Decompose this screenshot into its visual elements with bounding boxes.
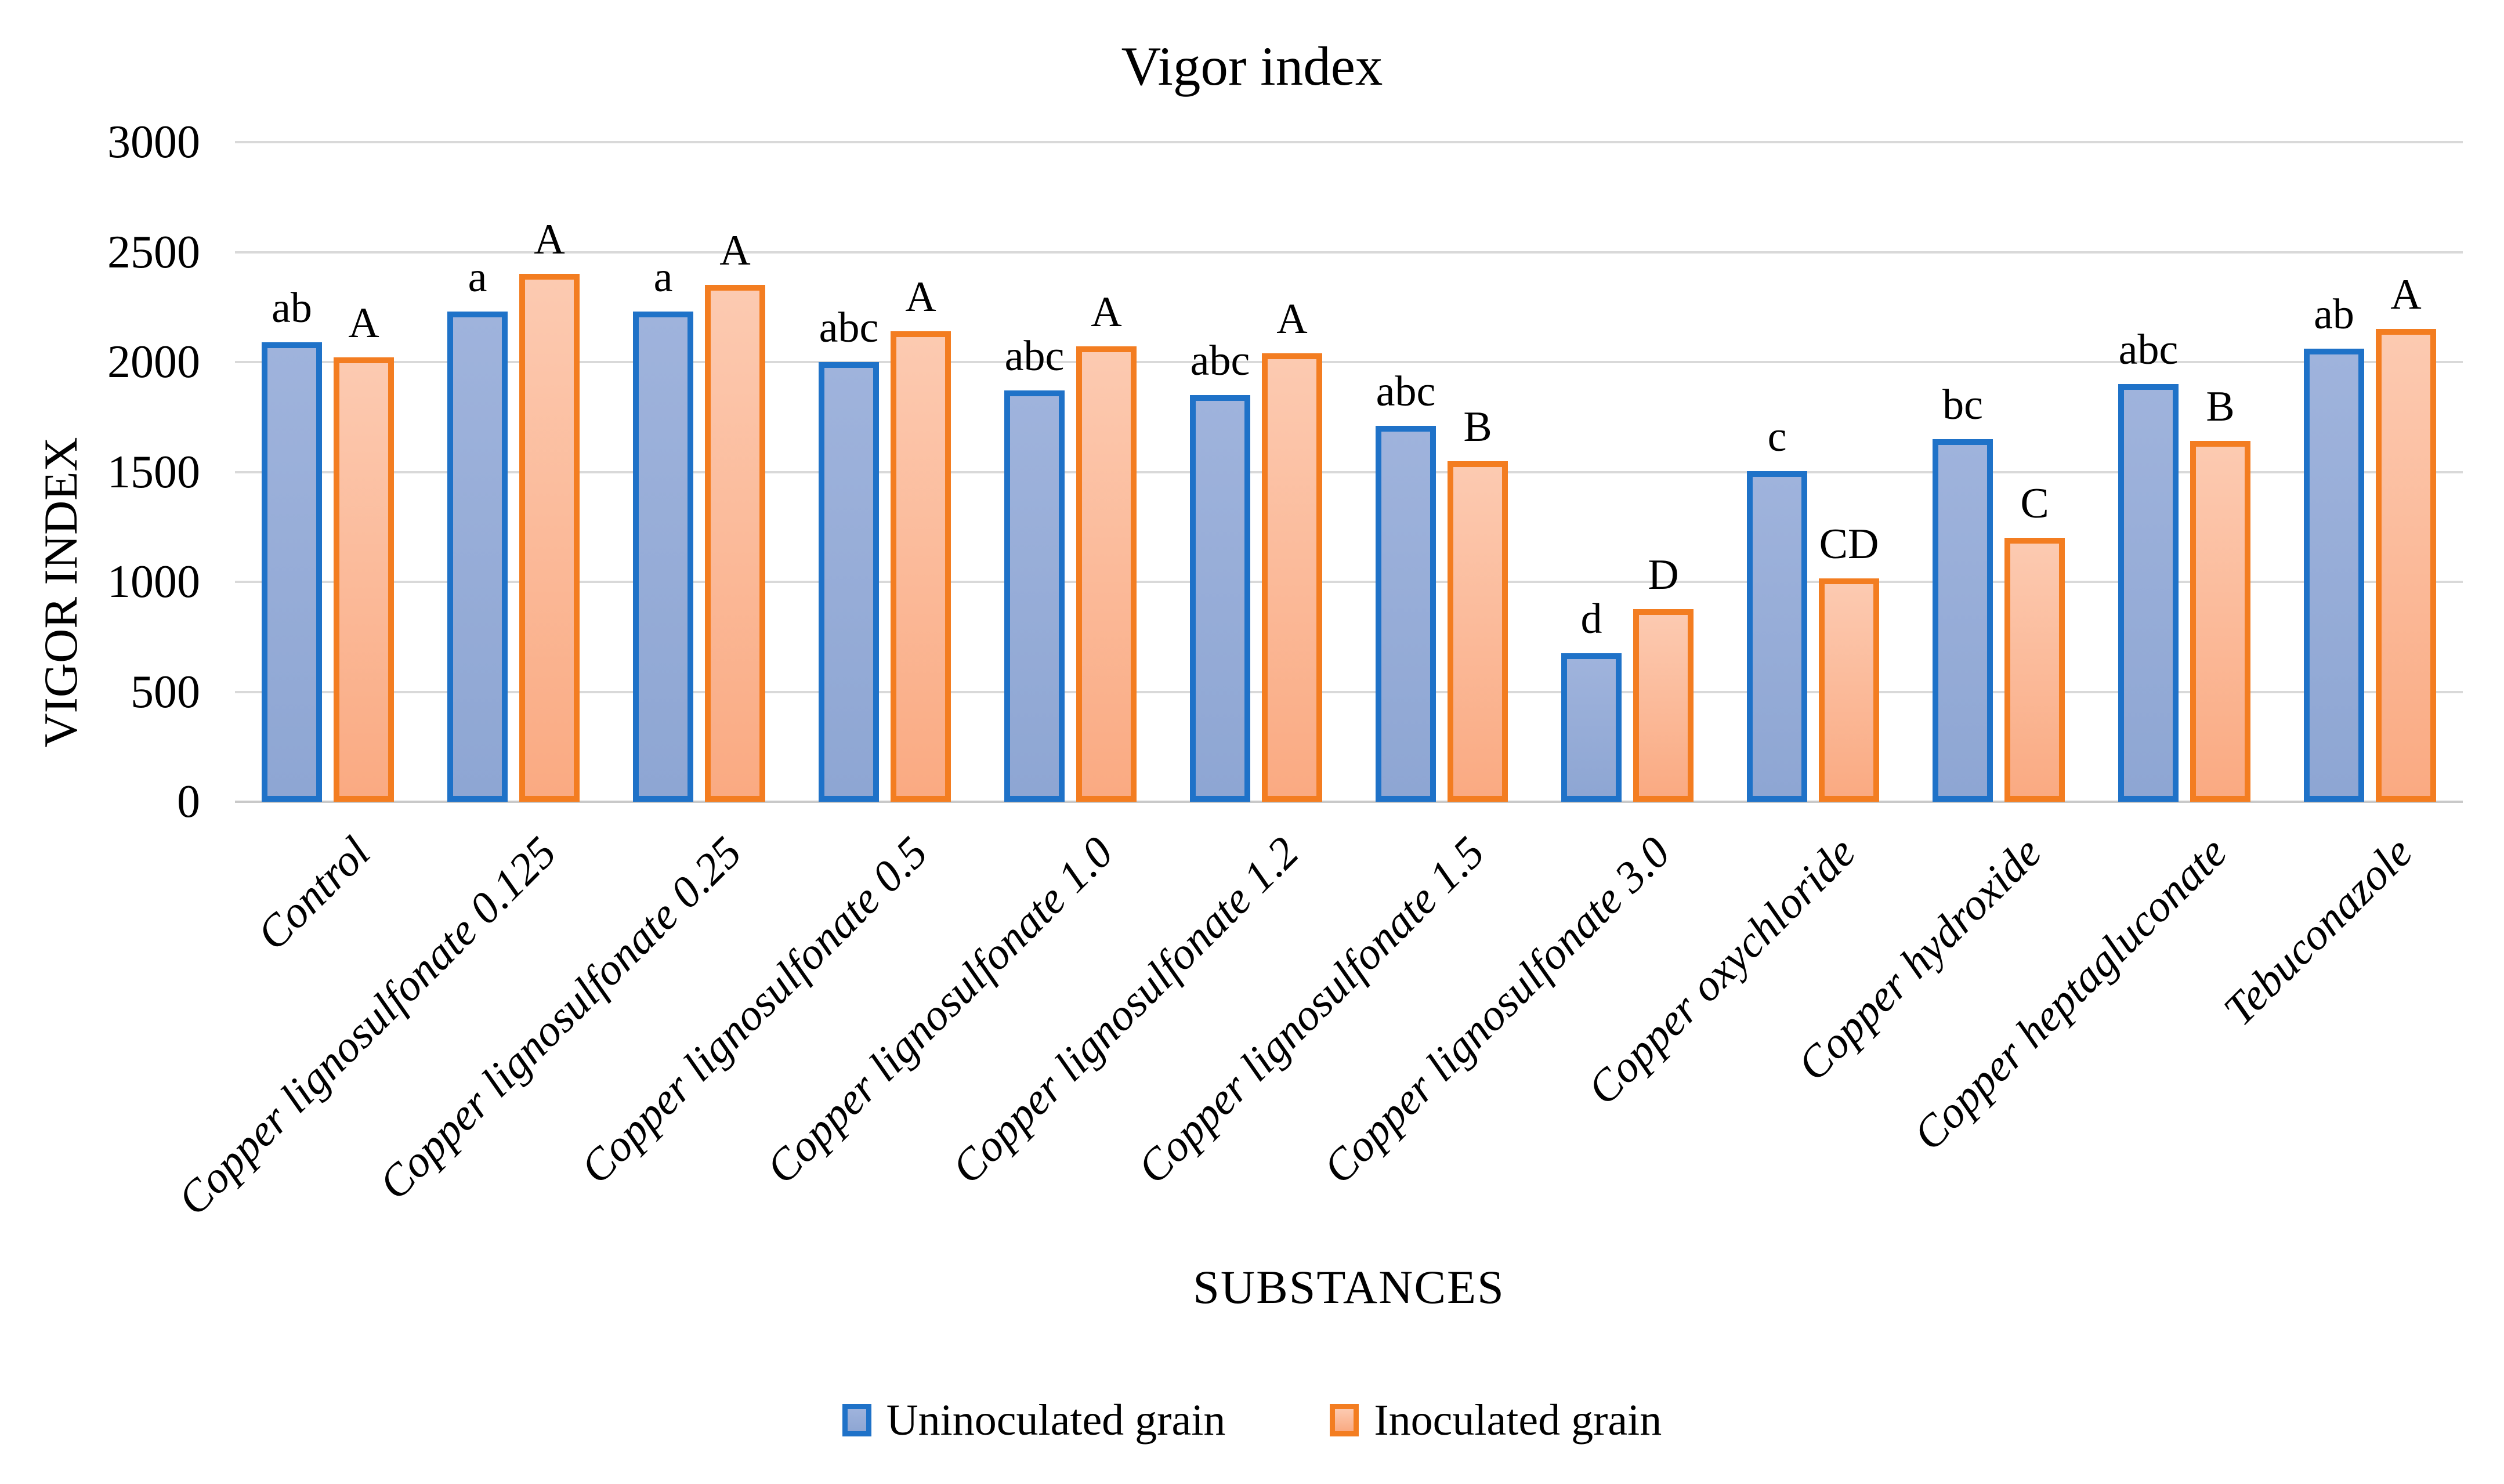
bar-uninoculated-grain-copper-heptagluconate [2118,383,2179,802]
bar-uninoculated-grain-copper-lignosulfonate-1-0 [1004,390,1065,802]
x-category-label-copper-lignosulfonate-1-0: Copper lignosulfonate 1.0 [756,827,1123,1193]
x-category-label-copper-lignosulfonate-1-5: Copper lignosulfonate 1.5 [1127,827,1494,1193]
bar-inoculated-grain-copper-lignosulfonate-0-5 [891,331,951,802]
x-category-label-copper-lignosulfonate-1-2: Copper lignosulfonate 1.2 [942,827,1308,1193]
x-category-label-tebuconazole: Tebuconazole [2214,827,2422,1035]
sig-letter-uninoculated-grain-copper-lignosulfonate-1-0: abc [1004,332,1065,381]
sig-letter-uninoculated-grain-copper-oxychloride: c [1767,412,1787,461]
y-tick-label-2000: 2000 [107,336,200,388]
bar-inoculated-grain-copper-lignosulfonate-1-5 [1448,461,1508,802]
legend-item-inoculated-grain: Inoculated grain [1330,1397,1662,1443]
sig-letter-uninoculated-grain-copper-hydroxide: bc [1942,381,1983,429]
sig-letter-inoculated-grain-copper-lignosulfonate-0-125: A [534,216,565,264]
y-tick-label-1000: 1000 [107,556,200,607]
bar-uninoculated-grain-copper-lignosulfonate-1-2 [1190,394,1250,802]
sig-letter-uninoculated-grain-copper-lignosulfonate-1-2: abc [1190,336,1250,385]
legend-label-uninoculated-grain: Uninoculated grain [886,1396,1226,1445]
sig-letter-inoculated-grain-copper-lignosulfonate-1-5: B [1463,403,1492,451]
chart-legend: Uninoculated grain Inoculated grain [0,1397,2504,1443]
sig-letter-uninoculated-grain-copper-lignosulfonate-3-0: d [1580,595,1602,643]
bar-uninoculated-grain-copper-lignosulfonate-0-125 [447,311,508,802]
sig-letter-inoculated-grain-copper-lignosulfonate-3-0: D [1648,551,1679,599]
sig-letter-inoculated-grain-control: A [348,299,379,348]
bar-uninoculated-grain-copper-hydroxide [1933,439,1993,802]
gridline-1500 [235,470,2463,473]
bar-inoculated-grain-copper-lignosulfonate-0-25 [705,285,765,802]
bar-uninoculated-grain-copper-oxychloride [1747,470,1807,802]
y-tick-label-500: 500 [131,666,200,718]
bar-uninoculated-grain-tebuconazole [2304,349,2364,802]
legend-label-inoculated-grain: Inoculated grain [1374,1396,1662,1445]
x-category-label-control: Control [247,827,380,960]
gridline-500 [235,690,2463,693]
sig-letter-inoculated-grain-copper-hydroxide: C [2020,480,2049,528]
legend-item-uninoculated-grain: Uninoculated grain [842,1396,1226,1445]
y-tick-label-0: 0 [177,776,200,827]
sig-letter-inoculated-grain-copper-lignosulfonate-1-0: A [1091,288,1122,336]
bar-inoculated-grain-copper-lignosulfonate-1-0 [1076,346,1137,802]
bar-inoculated-grain-copper-lignosulfonate-1-2 [1262,353,1322,802]
x-category-label-copper-lignosulfonate-0-125: Copper lignosulfonate 0.125 [167,827,566,1225]
gridline-2500 [235,251,2463,254]
bar-inoculated-grain-copper-oxychloride [1819,578,1879,802]
bar-inoculated-grain-tebuconazole [2376,329,2436,802]
sig-letter-uninoculated-grain-tebuconazole: ab [2314,291,2354,339]
y-tick-label-2500: 2500 [107,226,200,278]
bar-uninoculated-grain-control [262,342,322,802]
bar-inoculated-grain-copper-lignosulfonate-3-0 [1633,609,1694,802]
sig-letter-inoculated-grain-copper-oxychloride: CD [1819,520,1879,569]
x-axis-line [235,801,2463,803]
sig-letter-uninoculated-grain-copper-lignosulfonate-1-5: abc [1376,367,1436,415]
sig-letter-inoculated-grain-copper-lignosulfonate-0-25: A [719,227,751,275]
x-category-label-copper-lignosulfonate-3-0: Copper lignosulfonate 3.0 [1313,827,1680,1193]
sig-letter-inoculated-grain-copper-lignosulfonate-1-2: A [1276,295,1308,343]
y-tick-label-1500: 1500 [107,446,200,498]
legend-swatch-uninoculated-grain [842,1404,871,1436]
bar-uninoculated-grain-copper-lignosulfonate-0-5 [819,362,879,802]
chart-title: Vigor index [1121,35,1383,97]
bar-uninoculated-grain-copper-lignosulfonate-3-0 [1561,653,1622,802]
gridline-2000 [235,361,2463,363]
bar-inoculated-grain-copper-hydroxide [2004,538,2065,802]
sig-letter-uninoculated-grain-copper-lignosulfonate-0-125: a [468,253,487,301]
sig-letter-inoculated-grain-copper-heptagluconate: B [2206,383,2235,431]
bar-inoculated-grain-copper-lignosulfonate-0-125 [519,274,580,802]
sig-letter-inoculated-grain-copper-lignosulfonate-0-5: A [905,273,936,321]
sig-letter-uninoculated-grain-control: ab [272,284,312,332]
x-axis-title: SUBSTANCES [1193,1261,1505,1313]
sig-letter-uninoculated-grain-copper-lignosulfonate-0-25: a [653,253,673,301]
bar-inoculated-grain-control [334,357,394,802]
sig-letter-inoculated-grain-tebuconazole: A [2390,271,2422,319]
sig-letter-uninoculated-grain-copper-lignosulfonate-0-5: abc [819,304,879,352]
gridline-3000 [235,141,2463,143]
x-category-label-copper-lignosulfonate-0-5: Copper lignosulfonate 0.5 [570,827,937,1193]
bar-uninoculated-grain-copper-lignosulfonate-1-5 [1376,425,1436,802]
x-category-label-copper-lignosulfonate-0-25: Copper lignosulfonate 0.25 [369,827,751,1209]
legend-swatch-inoculated-grain [1330,1404,1359,1436]
x-category-label-copper-heptagluconate: Copper heptagluconate [1903,827,2237,1160]
bar-inoculated-grain-copper-heptagluconate [2190,441,2250,802]
y-tick-label-3000: 3000 [107,117,200,168]
sig-letter-uninoculated-grain-copper-heptagluconate: abc [2118,325,2179,374]
bar-uninoculated-grain-copper-lignosulfonate-0-25 [633,311,693,802]
gridline-1000 [235,581,2463,583]
